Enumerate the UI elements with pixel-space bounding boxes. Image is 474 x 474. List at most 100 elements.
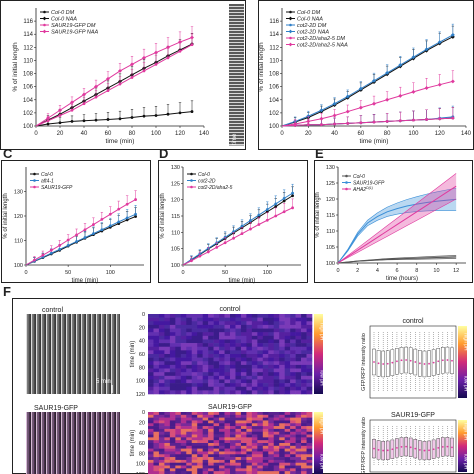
heatmap-cell-f-control (240, 368, 247, 373)
data-point-b (358, 105, 363, 110)
heatmap-cell-f-saur (197, 426, 203, 430)
heatmap-cell-f-control (191, 379, 198, 384)
heatmap-cell-f-control (273, 343, 280, 348)
heatmap-cell-f-saur (306, 428, 313, 433)
data-point-b (345, 109, 350, 114)
y-tick-label-a: 106 (23, 85, 34, 91)
legend-label-b: Col-0 NAA (297, 17, 323, 23)
heatmap-cell-f-saur (164, 443, 171, 447)
heatmap-cell-f-control (197, 386, 203, 391)
heatmap-cell-f-saur (169, 417, 176, 421)
heatmap-cell-f-control (230, 361, 236, 366)
heatmap-cell-f-saur (268, 423, 275, 427)
heatmap-cell-f-saur (186, 459, 193, 464)
heatmap-cell-f-saur (257, 465, 264, 469)
heatmap-cell-f-control (158, 361, 165, 366)
heatmap-cell-f-control (246, 343, 253, 348)
heatmap-cell-f-control (230, 350, 236, 355)
heatmap-cell-f-control (224, 317, 231, 322)
heatmap-cell-f-saur (169, 451, 176, 455)
heatmap-cell-f-saur (197, 459, 203, 464)
heatmap-cell-f-control (262, 350, 269, 355)
heatmap-cell-f-saur (251, 468, 258, 472)
heatmap-cell-f-saur (268, 414, 275, 418)
heatmap-cell-f-control (268, 328, 275, 333)
heatmap-cell-f-saur (202, 471, 209, 474)
heatmap-cell-f-control (306, 390, 313, 395)
heatmap-cell-f-saur (246, 471, 253, 474)
heatmap-cell-f-saur (169, 445, 176, 449)
heatmap-cell-f-saur (208, 468, 214, 472)
heatmap-cell-f-control (290, 324, 296, 329)
heatmap-cell-f-control (213, 350, 220, 355)
heatmap-cell-f-control (262, 361, 269, 366)
heatmap-cell-f-control (224, 372, 231, 377)
heatmap-cell-f-control (175, 332, 182, 337)
heatmap-cell-f-saur (279, 423, 285, 427)
heatmap-cell-f-control (240, 332, 247, 337)
heatmap-cell-f-saur (202, 423, 209, 427)
data-point-c (117, 220, 121, 224)
heatmap-cell-f-saur (213, 471, 220, 474)
heatmap-cell-f-control (235, 317, 242, 322)
heatmap-cell-f-saur (197, 423, 203, 427)
heatmap-cell-f-saur (202, 443, 209, 447)
heatmap-cell-f-saur (148, 428, 154, 433)
heatmap-cell-f-saur (273, 420, 280, 424)
heatmap-cell-f-saur (262, 448, 269, 452)
heatmap-cell-f-saur (186, 437, 193, 441)
heatmap-cell-f-saur (257, 459, 264, 464)
x-tick-label-a: 20 (57, 131, 64, 137)
heatmap-cell-f-control (175, 343, 182, 348)
heatmap-cell-f-saur (279, 426, 285, 430)
heatmap-cell-f-control (169, 332, 176, 337)
heatmap-cell-f-control (284, 314, 291, 318)
data-point-b (333, 122, 336, 126)
legend-label-e: AHA2D(1) (352, 186, 373, 193)
heatmap-cell-f-control (224, 357, 231, 362)
heatmap-cell-f-control (164, 335, 171, 340)
heatmap-cell-f-saur (169, 412, 176, 416)
heatmap-cell-f-control (197, 361, 203, 366)
heatmap-cell-f-saur (191, 420, 198, 424)
heatmap-cell-f-control (290, 364, 296, 369)
heatmap-cell-f-saur (284, 471, 291, 474)
heatmap-cell-f-saur (279, 468, 285, 472)
legend-label-e: Col-0 (353, 174, 365, 180)
heatmap-cell-f-saur (306, 471, 313, 474)
data-point-a (118, 68, 122, 73)
heatmap-cell-f-saur (180, 437, 187, 441)
heatmap-cell-f-control (148, 372, 154, 377)
series-band-lower-e (337, 198, 457, 264)
heatmap-cell-f-saur (230, 457, 236, 461)
heatmap-cell-f-control (251, 361, 258, 366)
heatmap-cell-f-control (175, 379, 182, 384)
legend-label-c: Col-0 (41, 172, 53, 178)
heatmap-cell-f-control (295, 361, 302, 366)
box-y-label-f-saur-box: GFP/RFP intensity ratio (361, 417, 367, 474)
heatmap-cell-f-control (180, 372, 187, 377)
x-tick-label-d: 0 (181, 270, 184, 276)
heatmap-cell-f-control (219, 354, 225, 358)
heatmap-cell-f-control (290, 368, 296, 373)
legend-marker-b (289, 23, 292, 27)
heatmap-cell-f-saur (273, 451, 280, 455)
heatmap-cell-f-control (306, 314, 313, 318)
heatmap-cell-f-saur (202, 448, 209, 452)
y-tick-label-b: 104 (269, 98, 280, 104)
legend-marker-d (190, 172, 193, 176)
heatmap-cell-f-control (273, 335, 280, 340)
heatmap-cell-f-control (197, 372, 203, 377)
heatmap-cell-f-saur (306, 440, 313, 444)
heatmap-cell-f-saur (148, 471, 154, 474)
heatmap-cell-f-saur (191, 437, 198, 441)
heatmap-cell-f-control (246, 357, 253, 362)
heatmap-cell-f-saur (180, 417, 187, 421)
heatmap-cell-f-control (186, 379, 193, 384)
heatmap-cell-f-control (230, 314, 236, 318)
heatmap-cell-f-saur (224, 417, 231, 421)
heatmap-cell-f-control (235, 379, 242, 384)
heatmap-cell-f-control (306, 372, 313, 377)
